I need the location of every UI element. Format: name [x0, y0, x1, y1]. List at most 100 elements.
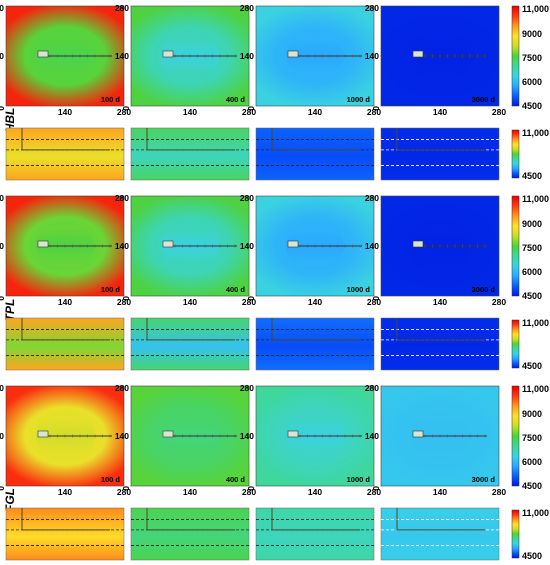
section-colorbar	[511, 509, 520, 559]
y-tick-label: 0	[246, 106, 256, 111]
x-tick-label: 280	[367, 107, 381, 117]
x-tick-label: 140	[433, 297, 447, 307]
row-label-tpl: TPL	[3, 299, 17, 322]
section-panel-hbl-3	[255, 127, 375, 181]
y-tick-label: 0	[0, 486, 6, 491]
well-marker-icon	[162, 430, 174, 438]
y-tick-label: 140	[0, 431, 4, 441]
y-tick-label: 280	[365, 3, 379, 13]
y-tick-label: 0	[246, 296, 256, 301]
section-panel-tpl-3	[255, 317, 375, 371]
map-panel-hbl-3: 1000 d 280 140 0 140 280	[240, 3, 382, 117]
x-tick-label: 140	[308, 107, 322, 117]
map-panel-tpl-2: 400 d 280 140 0 140 280	[115, 193, 257, 307]
colorbar-tick-label: 9000	[522, 409, 542, 419]
row-label-hbl: HBL	[3, 108, 17, 133]
y-tick-label: 280	[115, 3, 129, 13]
colorbar-tick-label: 6000	[522, 267, 542, 277]
map-colorbar	[511, 5, 520, 107]
map-panel-hbl-4: 3000 d 280 140 0 140 280	[365, 3, 507, 117]
map-panel-hbl-1: 100 d 280 140 0 140 280	[0, 3, 131, 117]
y-tick-label: 140	[365, 51, 379, 61]
colorbar-tick-label: 6000	[522, 457, 542, 467]
wellbore-trajectory	[396, 318, 485, 341]
section-field	[5, 127, 125, 181]
y-tick-label: 0	[246, 486, 256, 491]
x-tick-label: 140	[58, 487, 72, 497]
colorbar-tick-label: 4500	[522, 361, 542, 371]
map-colorbar	[511, 195, 520, 297]
y-tick-label: 280	[0, 383, 4, 393]
y-tick-label: 140	[115, 431, 129, 441]
wellbore-trajectory	[396, 508, 485, 531]
section-panel-fgl-1	[5, 507, 125, 561]
colorbar-tick-label: 9000	[522, 219, 542, 229]
x-tick-label: 140	[58, 297, 72, 307]
section-field	[255, 317, 375, 371]
x-tick-label: 280	[367, 487, 381, 497]
y-tick-label: 280	[115, 193, 129, 203]
y-tick-label: 0	[371, 486, 381, 491]
section-field	[5, 507, 125, 561]
section-panel-fgl-4	[380, 507, 500, 561]
section-field	[255, 127, 375, 181]
row-label-fgl: FGL	[3, 488, 17, 512]
map-panel-fgl-2: 400 d 280 140 0 140 280	[115, 383, 257, 497]
colorbar-tick-label: 4500	[522, 171, 542, 181]
x-tick-label: 140	[183, 107, 197, 117]
y-tick-label: 280	[0, 193, 4, 203]
wellbore-trajectory	[21, 128, 110, 151]
well-marker-icon	[37, 50, 49, 58]
section-field	[130, 507, 250, 561]
y-tick-label: 0	[121, 106, 131, 111]
x-tick-label: 140	[433, 487, 447, 497]
section-panel-tpl-2	[130, 317, 250, 371]
section-field	[5, 317, 125, 371]
x-tick-label: 140	[183, 487, 197, 497]
section-panel-tpl-1	[5, 317, 125, 371]
y-tick-label: 280	[115, 383, 129, 393]
y-tick-label: 280	[240, 3, 254, 13]
colorbar-tick-label: 11,000	[522, 318, 549, 328]
section-field	[380, 127, 500, 181]
map-panel-fgl-4: 3000 d 280 140 0 140 280	[365, 383, 507, 497]
y-tick-label: 140	[0, 51, 4, 61]
y-tick-label: 140	[115, 51, 129, 61]
y-tick-label: 140	[240, 241, 254, 251]
colorbar-tick-label: 4500	[522, 481, 542, 491]
section-field	[380, 507, 500, 561]
well-marker-icon	[287, 430, 299, 438]
y-tick-label: 280	[240, 383, 254, 393]
x-tick-label: 140	[308, 487, 322, 497]
wellbore-trajectory	[271, 508, 360, 531]
colorbar-tick-label: 7500	[522, 243, 542, 253]
x-tick-label: 280	[242, 297, 256, 307]
well-marker-icon	[412, 50, 424, 58]
well-marker-icon	[162, 240, 174, 248]
well-marker-icon	[412, 430, 424, 438]
x-tick-label: 140	[183, 297, 197, 307]
x-tick-label: 280	[242, 107, 256, 117]
wellbore-trajectory	[146, 508, 235, 531]
time-label: 400 d	[226, 95, 246, 104]
x-tick-label: 280	[117, 297, 131, 307]
colorbar-tick-label: 9000	[522, 29, 542, 39]
wellbore-trajectory	[21, 508, 110, 531]
colorbar-tick-label: 4500	[522, 551, 542, 561]
wellbore-trajectory	[146, 128, 235, 151]
time-label: 1000 d	[347, 95, 371, 104]
section-panel-hbl-2	[130, 127, 250, 181]
section-panel-tpl-4	[380, 317, 500, 371]
wellbore-trajectory	[396, 128, 485, 151]
wellbore-trajectory	[146, 318, 235, 341]
y-tick-label: 0	[371, 106, 381, 111]
colorbar-tick-label: 11,000	[522, 384, 549, 394]
y-tick-label: 280	[240, 193, 254, 203]
map-colorbar	[511, 385, 520, 487]
colorbar-tick-label: 11,000	[522, 128, 549, 138]
x-tick-label: 280	[492, 487, 506, 497]
section-colorbar	[511, 129, 520, 179]
map-panel-hbl-2: 400 d 280 140 0 140 280	[115, 3, 257, 117]
y-tick-label: 140	[240, 51, 254, 61]
